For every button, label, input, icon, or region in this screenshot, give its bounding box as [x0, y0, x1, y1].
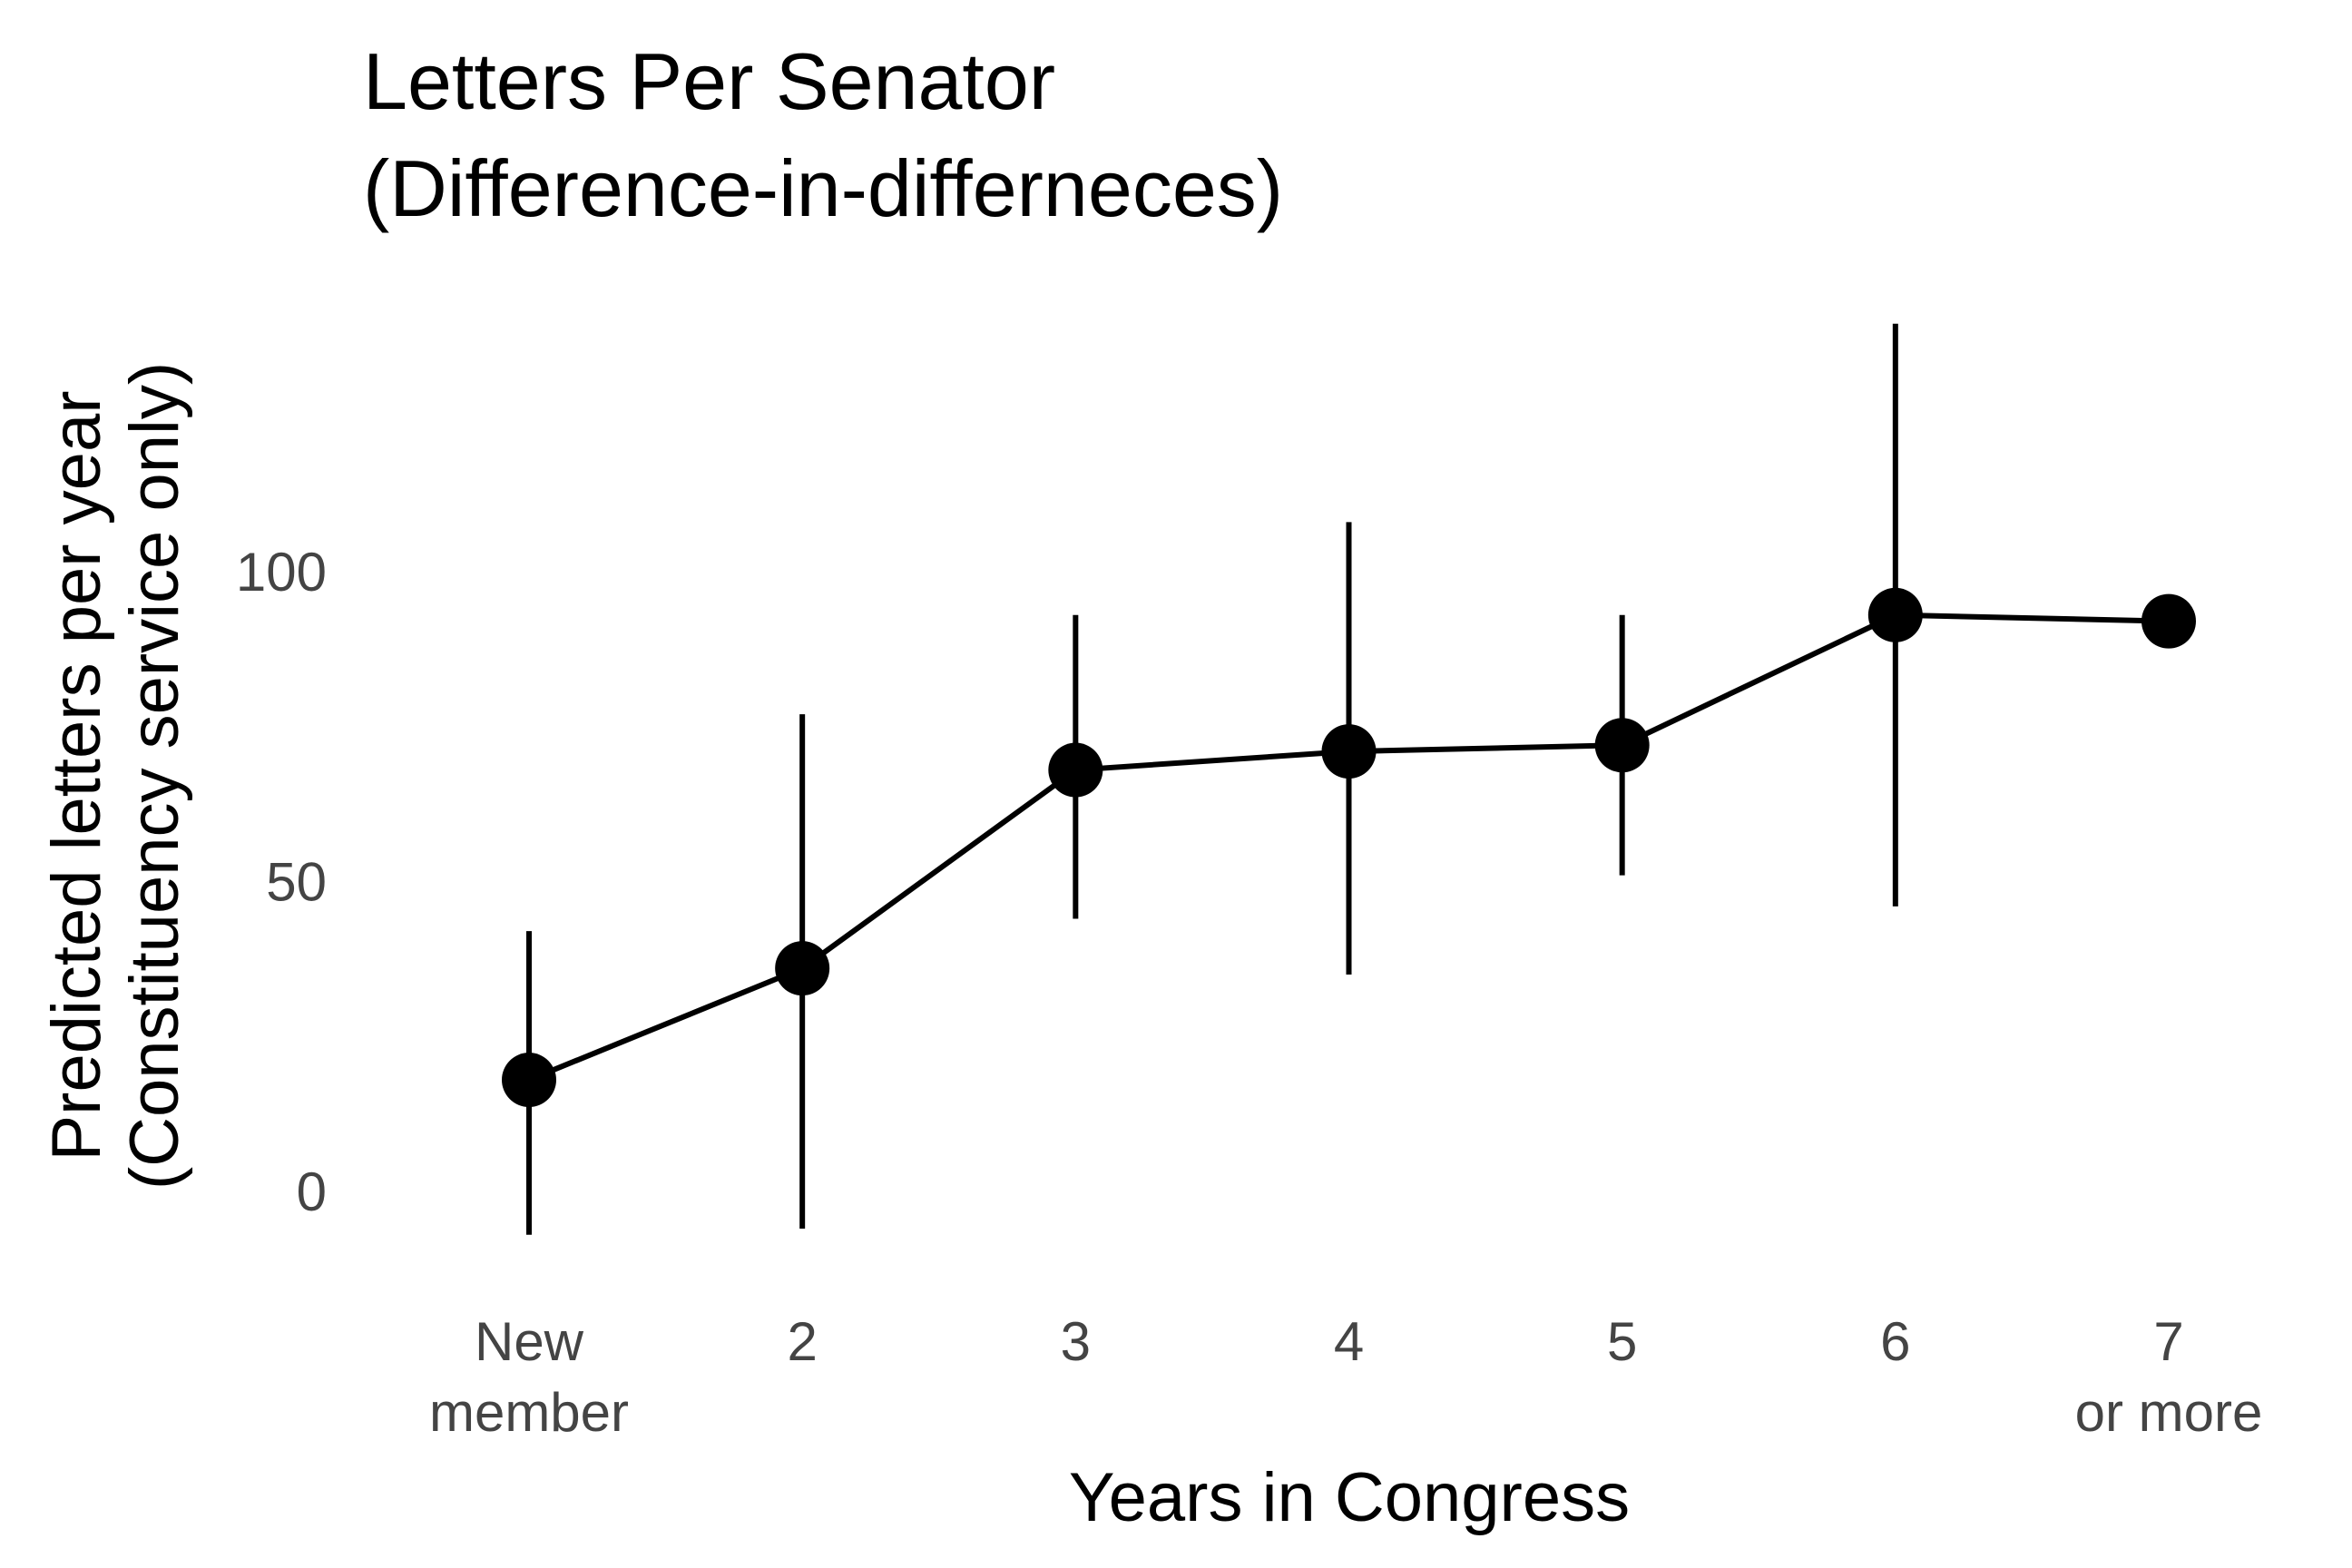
- x-tick-label: 5: [1607, 1311, 1637, 1372]
- x-tick-label: New: [475, 1311, 584, 1372]
- y-axis-title-line-2: (Constituency service only): [116, 362, 193, 1190]
- x-axis-ticks: New member 2 3 4 5 6 7 or more: [429, 1311, 2262, 1443]
- y-tick-label: 50: [266, 852, 327, 913]
- chart-title-line-1: Letters Per Senator: [363, 36, 1055, 126]
- data-point: [1048, 742, 1103, 798]
- x-tick-label: member: [429, 1382, 629, 1443]
- y-axis-title: Predicted letters per year (Constituency…: [38, 362, 193, 1190]
- x-tick-label: 7: [2153, 1311, 2183, 1372]
- y-axis-title-line-1: Predicted letters per year: [38, 390, 115, 1161]
- y-tick-label: 0: [297, 1161, 327, 1222]
- x-axis-title: Years in Congress: [1069, 1459, 1630, 1536]
- x-tick-label: 3: [1061, 1311, 1091, 1372]
- data-points: [502, 587, 2196, 1108]
- data-point: [502, 1053, 556, 1108]
- y-axis-ticks: 0 50 100: [236, 542, 327, 1222]
- error-bars: [526, 323, 1898, 1235]
- x-tick-label: 2: [787, 1311, 817, 1372]
- data-point: [2141, 593, 2196, 649]
- data-point: [775, 941, 830, 996]
- y-tick-label: 100: [236, 542, 327, 603]
- data-point: [1321, 724, 1377, 779]
- x-tick-label: or more: [2075, 1382, 2263, 1443]
- chart-title-line-2: (Difference-in-differneces): [363, 143, 1283, 233]
- data-point: [1594, 718, 1650, 773]
- x-tick-label: 4: [1334, 1311, 1364, 1372]
- x-tick-label: 6: [1880, 1311, 1910, 1372]
- data-point: [1867, 587, 1923, 642]
